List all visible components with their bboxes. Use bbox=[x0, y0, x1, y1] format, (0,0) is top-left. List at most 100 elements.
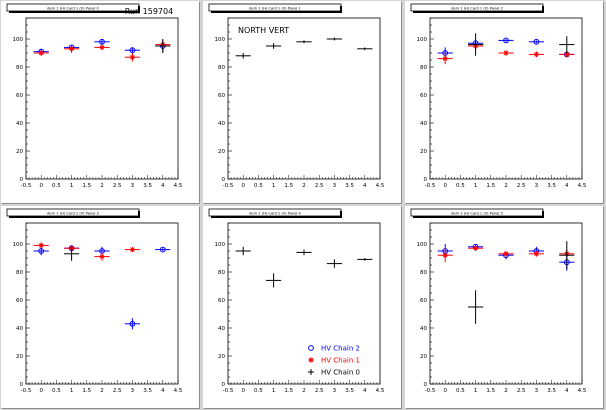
point-marker bbox=[69, 46, 75, 52]
point-marker bbox=[159, 246, 166, 253]
data-point bbox=[296, 40, 312, 44]
x-tick-label: 2 bbox=[302, 388, 306, 394]
x-tick-label: 2.5 bbox=[113, 388, 122, 394]
x-tick-label: 3 bbox=[333, 183, 337, 189]
x-tick-label: 2.5 bbox=[517, 388, 526, 394]
point-marker bbox=[503, 50, 509, 56]
legend-marker-icon bbox=[308, 345, 314, 351]
point-marker bbox=[533, 38, 540, 45]
data-point bbox=[437, 53, 453, 65]
panel-plot-3: dem 1 (H) Card 1 (V) Panel 3020406080100… bbox=[6, 208, 183, 394]
panel-title-shadow bbox=[340, 211, 342, 218]
y-tick-label: 20 bbox=[218, 149, 225, 155]
y-tick-label: 0 bbox=[424, 177, 428, 183]
y-tick-label: 40 bbox=[218, 121, 225, 127]
legend-label: HV Chain 2 bbox=[321, 345, 360, 353]
series-2 bbox=[155, 39, 171, 53]
panel-title-shadow bbox=[211, 216, 342, 218]
x-tick-label: 2 bbox=[504, 388, 508, 394]
y-tick-label: 20 bbox=[420, 149, 427, 155]
point-marker bbox=[533, 251, 539, 257]
data-point bbox=[326, 259, 342, 268]
x-tick-label: 1 bbox=[272, 388, 276, 394]
data-point bbox=[357, 258, 373, 261]
x-tick-label: 4 bbox=[161, 388, 165, 394]
y-tick-label: 60 bbox=[420, 298, 427, 304]
y-tick-label: 100 bbox=[13, 37, 24, 43]
y-tick-label: 60 bbox=[16, 93, 23, 99]
point-marker bbox=[129, 54, 135, 60]
x-tick-label: 3.5 bbox=[345, 183, 354, 189]
pad-panel-2: dem 1 (H) Card 1 (V) Panel 2 0 20 40 60 80 100… bbox=[405, 1, 604, 204]
y-tick-label: 40 bbox=[420, 326, 427, 332]
x-tick-label: 4.5 bbox=[376, 183, 385, 189]
x-tick-label: 2 bbox=[100, 388, 104, 394]
series-1 bbox=[33, 40, 171, 62]
x-tick-label: 1.5 bbox=[284, 388, 293, 394]
legend-label: HV Chain 1 bbox=[321, 357, 360, 365]
panel-title-shadow bbox=[211, 11, 342, 13]
point-marker bbox=[129, 247, 135, 253]
x-tick-label: -0.5 bbox=[21, 183, 32, 189]
x-tick-label: 1.5 bbox=[82, 388, 91, 394]
legend-marker-icon bbox=[308, 357, 314, 363]
x-tick-label: 0 bbox=[39, 183, 43, 189]
pad-panel-1: dem 1 (H) Card 1 (V) Panel 1 0 20 40 60 80 100… bbox=[203, 1, 402, 204]
panel-plot-2: dem 1 (H) Card 1 (V) Panel 2020406080100… bbox=[410, 3, 587, 189]
y-tick-label: 20 bbox=[16, 354, 23, 360]
panel-title: dem 1 (H) Card 1 (V) Panel 4 bbox=[249, 212, 301, 216]
point-marker bbox=[473, 245, 479, 251]
y-tick-label: 40 bbox=[16, 326, 23, 332]
x-tick-label: 0 bbox=[241, 388, 245, 394]
x-tick-label: 1.5 bbox=[82, 183, 91, 189]
panel-plot-1: dem 1 (H) Card 1 (V) Panel 1020406080100… bbox=[208, 3, 385, 189]
y-tick-label: 100 bbox=[417, 37, 428, 43]
panel-title-shadow bbox=[413, 216, 544, 218]
pad-panel-0: dem 1 (H) Card 1 (V) Panel 0 Run 159704 0 2… bbox=[1, 1, 200, 204]
data-point bbox=[124, 247, 140, 253]
data-point bbox=[559, 241, 575, 270]
x-tick-label: 0 bbox=[443, 183, 447, 189]
panel-title-shadow bbox=[9, 11, 140, 13]
y-tick-label: 0 bbox=[424, 382, 428, 388]
pad-panel-3: dem 1 (H) Card 1 (V) Panel 3 0 20 40 60 80 100… bbox=[1, 206, 200, 409]
x-tick-label: 3 bbox=[131, 183, 135, 189]
data-point bbox=[33, 242, 49, 249]
data-point bbox=[94, 252, 110, 261]
y-tick-label: 80 bbox=[16, 270, 23, 276]
data-point bbox=[528, 51, 544, 58]
x-tick-label: 4 bbox=[161, 183, 165, 189]
x-tick-label: -0.5 bbox=[223, 388, 234, 394]
series-0 bbox=[235, 37, 373, 59]
x-tick-label: 2 bbox=[504, 183, 508, 189]
x-tick-label: 3 bbox=[535, 183, 539, 189]
panel-plot-5: dem 1 (H) Card 1 (V) Panel 5020406080100… bbox=[410, 208, 587, 394]
point-marker bbox=[503, 251, 509, 257]
data-point bbox=[64, 246, 80, 261]
panel-title: dem 1 (H) Card 1 (V) Panel 5 bbox=[451, 212, 503, 216]
series-2 bbox=[64, 246, 80, 261]
panel-title-shadow bbox=[542, 211, 544, 218]
data-point bbox=[326, 37, 342, 41]
x-tick-label: 4.5 bbox=[376, 388, 385, 394]
panel-title-shadow bbox=[542, 6, 544, 13]
series-0 bbox=[235, 246, 373, 288]
series-1 bbox=[437, 41, 575, 65]
panel-title-shadow bbox=[9, 216, 140, 218]
data-point bbox=[468, 245, 484, 251]
data-point bbox=[437, 248, 453, 263]
panel-title: dem 1 (H) Card 1 (V) Panel 2 bbox=[451, 7, 503, 11]
data-point bbox=[296, 249, 312, 256]
y-tick-label: 100 bbox=[215, 242, 226, 248]
x-tick-label: 3.5 bbox=[345, 388, 354, 394]
x-tick-label: 3.5 bbox=[547, 388, 556, 394]
series-2 bbox=[468, 33, 575, 56]
x-tick-label: 1.5 bbox=[486, 388, 495, 394]
y-tick-label: 100 bbox=[13, 242, 24, 248]
x-tick-label: 0.5 bbox=[52, 388, 61, 394]
panel-title: dem 1 (H) Card 1 (V) Panel 3 bbox=[47, 212, 99, 216]
data-point bbox=[468, 290, 484, 324]
y-tick-label: 60 bbox=[218, 298, 225, 304]
point-marker bbox=[99, 38, 105, 45]
x-tick-label: -0.5 bbox=[425, 183, 436, 189]
